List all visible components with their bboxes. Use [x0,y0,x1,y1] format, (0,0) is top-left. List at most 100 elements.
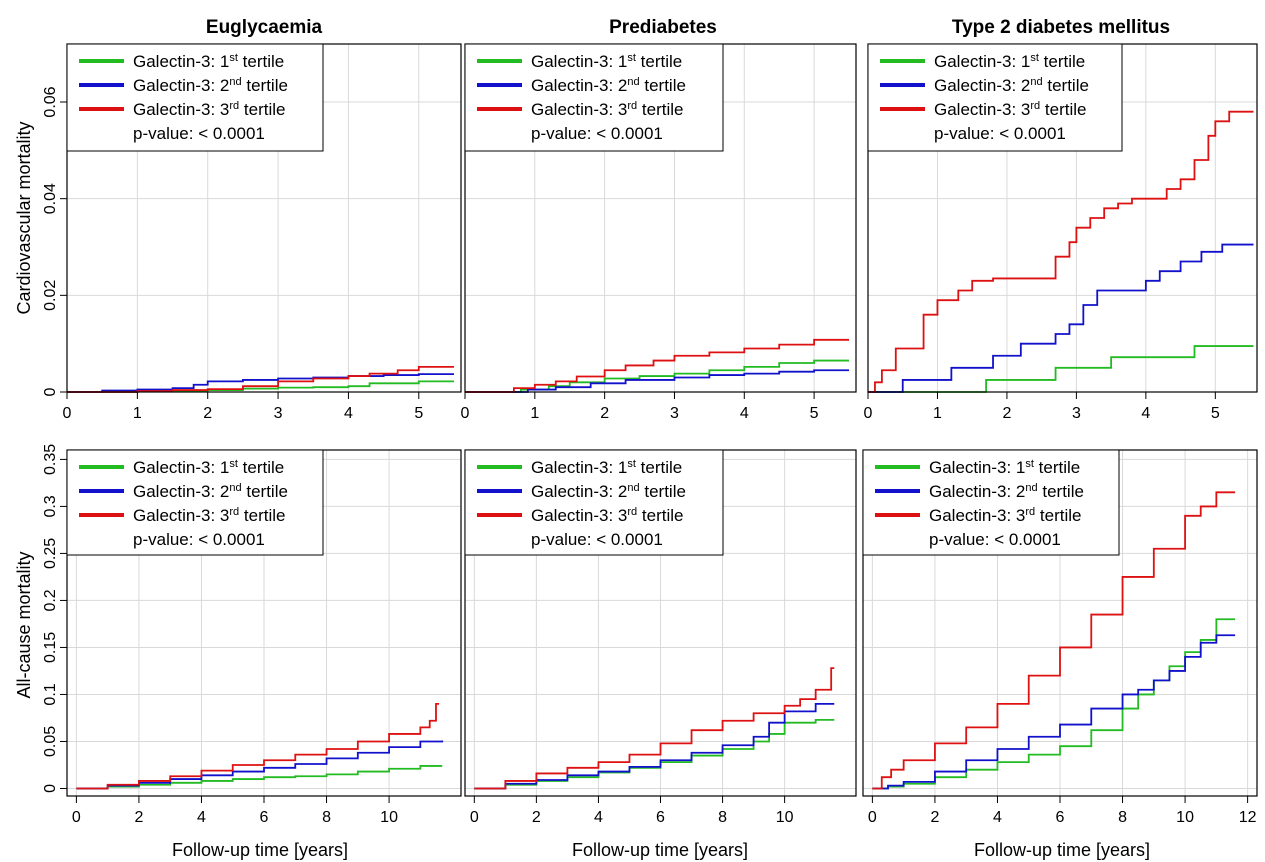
x-axis-label-prediabetes: Follow-up time [years] [572,840,748,860]
x-tick-label: 1 [133,405,142,422]
x-tick-label: 4 [344,405,353,422]
y-tick-label: 0.02 [42,280,59,311]
x-tick-label: 0 [461,405,470,422]
column-title-euglycaemia: Euglycaemia [206,17,323,38]
panel-all-type2: 0 2 4 6 8 10 12 Galectin-3: 1st tertileGalectin… [862,449,1258,826]
row-label-cardiovascular-mortality: Cardiovascular mortality [14,121,34,314]
legend-label-tertile-3: Galectin-3: 3rd tertile [531,506,683,525]
legend-label-tertile-2: Galectin-3: 2nd tertile [934,76,1089,95]
series-line-tertile-3 [872,491,1236,790]
legend: Galectin-3: 1st tertile Galectin-3: 2nd t… [867,43,1123,152]
x-tick-label: 0 [63,405,72,422]
series-line-tertile-2 [872,634,1236,790]
series-line-tertile-3 [465,338,850,393]
series-line-tertile-1 [474,718,835,790]
x-tick-label: 0 [868,809,877,826]
legend-label-tertile-2: Galectin-3: 2nd tertile [133,482,288,501]
x-tick-label: 6 [656,809,665,826]
series-line-tertile-1 [868,345,1254,393]
panel-cv-euglycaemia: 0 1 2 3 4 5 0 0.02 0.04 0.06 Galectin-3: 1st terti… [42,43,462,422]
legend-pvalue: p-value: < 0.0001 [133,124,265,143]
series-line-tertile-2 [67,373,454,393]
panel-all-prediabetes: 0 2 4 6 8 10 Galectin-3: 1st tertileGalectin-3… [464,449,857,826]
x-tick-label: 3 [670,405,679,422]
legend-label-tertile-1: Galectin-3: 1st tertile [133,458,284,477]
legend: Galectin-3: 1st tertile Galectin-3: 2nd t… [66,449,324,556]
y-tick-label: 0.15 [42,632,59,663]
legend-pvalue: p-value: < 0.0001 [133,530,265,549]
x-tick-label: 0 [72,809,81,826]
x-tick-label: 8 [322,809,331,826]
series-line-tertile-2 [474,702,835,790]
x-tick-label: 1 [530,405,539,422]
legend: Galectin-3: 1st tertile Galectin-3: 2nd t… [464,449,724,556]
legend-pvalue: p-value: < 0.0001 [929,530,1061,549]
series-line-tertile-3 [67,365,454,393]
legend-label-tertile-2: Galectin-3: 2nd tertile [531,76,686,95]
series-line-tertile-2 [465,369,850,393]
legend-pvalue: p-value: < 0.0001 [531,530,663,549]
x-tick-label: 10 [1176,809,1194,826]
x-tick-label: 10 [380,809,398,826]
x-tick-label: 2 [134,809,143,826]
x-tick-label: 4 [594,809,603,826]
y-tick-label: 0.25 [42,538,59,569]
legend-pvalue: p-value: < 0.0001 [531,124,663,143]
legend-label-tertile-3: Galectin-3: 3rd tertile [929,506,1081,525]
x-tick-label: 8 [718,809,727,826]
series-line-tertile-3 [868,110,1254,393]
x-tick-label: 5 [1211,405,1220,422]
x-axis-label-type2-diabetes: Follow-up time [years] [974,840,1150,860]
x-tick-label: 0 [470,809,479,826]
y-tick-label: 0.3 [42,495,59,517]
x-tick-label: 5 [414,405,423,422]
y-tick-label: 0 [42,784,59,793]
x-tick-label: 2 [203,405,212,422]
legend-label-tertile-1: Galectin-3: 1st tertile [133,52,284,71]
legend-label-tertile-2: Galectin-3: 2nd tertile [929,482,1084,501]
x-tick-label: 2 [532,809,541,826]
x-axis-label-euglycaemia: Follow-up time [years] [172,840,348,860]
x-tick-label: 2 [930,809,939,826]
legend-label-tertile-3: Galectin-3: 3rd tertile [133,506,285,525]
y-tick-label: 0.06 [42,86,59,117]
legend-label-tertile-3: Galectin-3: 3rd tertile [133,100,285,119]
x-tick-label: 3 [1072,405,1081,422]
legend: Galectin-3: 1st tertile Galectin-3: 2nd t… [464,43,724,152]
series-line-tertile-3 [474,667,835,790]
legend-label-tertile-1: Galectin-3: 1st tertile [934,52,1085,71]
series-line-tertile-2 [868,243,1254,393]
x-tick-label: 4 [1141,405,1150,422]
x-tick-label: 10 [776,809,794,826]
x-tick-label: 12 [1239,809,1257,826]
y-tick-label: 0.35 [42,444,59,475]
y-tick-label: 0.1 [42,683,59,705]
legend-label-tertile-1: Galectin-3: 1st tertile [531,52,682,71]
x-tick-label: 0 [864,405,873,422]
x-tick-label: 4 [197,809,206,826]
x-tick-label: 6 [260,809,269,826]
y-tick-label: 0.05 [42,726,59,757]
row-label-all-cause-mortality: All-cause mortality [14,551,34,698]
panel-all-euglycaemia: 0 2 4 6 8 10 0 0.05 0.1 0.15 0.2 0.25 0.3 0.35 Galecti… [42,444,462,826]
x-tick-label: 5 [810,405,819,422]
y-tick-label: 0 [42,387,59,396]
column-title-prediabetes: Prediabetes [609,17,717,38]
x-tick-label: 4 [740,405,749,422]
x-tick-label: 3 [274,405,283,422]
y-tick-label: 0.2 [42,589,59,611]
series-line-tertile-1 [872,618,1236,790]
y-tick-label: 0.04 [42,183,59,214]
x-tick-label: 1 [933,405,942,422]
x-tick-label: 4 [993,809,1002,826]
x-tick-label: 2 [1002,405,1011,422]
x-tick-label: 2 [600,405,609,422]
legend: Galectin-3: 1st tertile Galectin-3: 2nd t… [862,449,1120,556]
series-line-tertile-1 [67,380,454,393]
legend-label-tertile-2: Galectin-3: 2nd tertile [531,482,686,501]
x-tick-label: 8 [1118,809,1127,826]
x-tick-label: 6 [1056,809,1065,826]
